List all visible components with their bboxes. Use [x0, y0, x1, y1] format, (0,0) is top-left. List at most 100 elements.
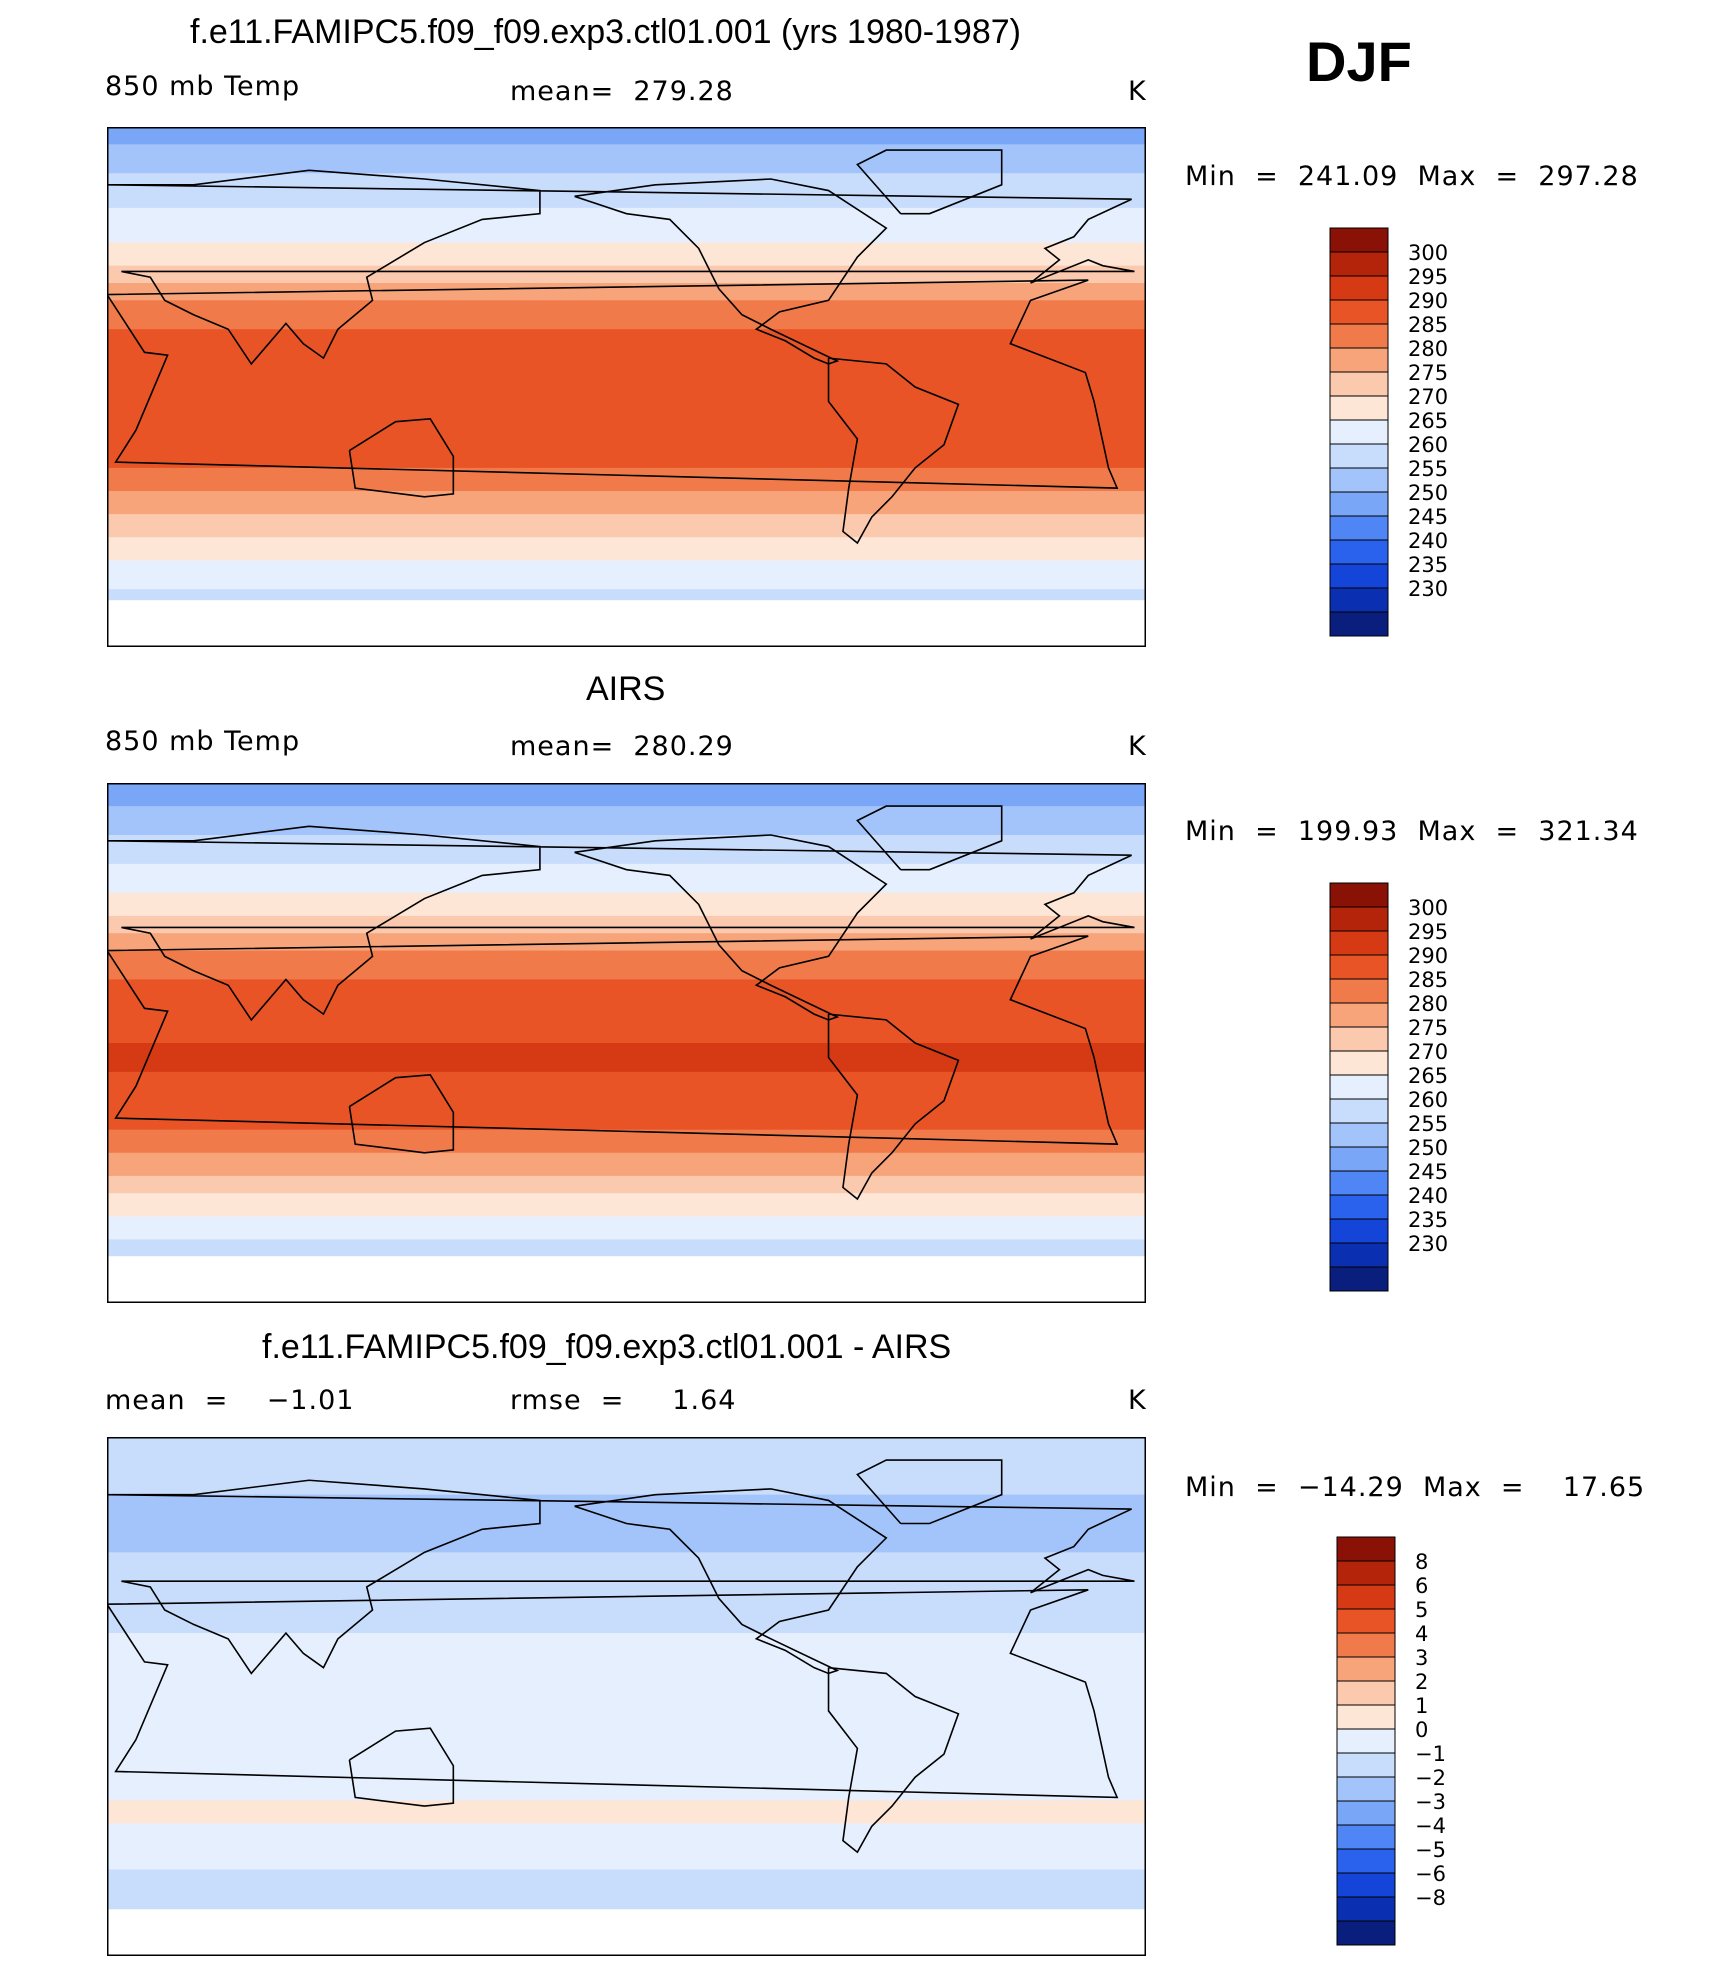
colorbar-box — [1329, 347, 1389, 373]
map-cell-row — [107, 1644, 1146, 1652]
colorbar-box — [1336, 1608, 1396, 1634]
map-cell-row — [107, 991, 1146, 998]
map-cell-row — [107, 1014, 1146, 1021]
colorbar-label: 230 — [1408, 577, 1448, 601]
map-cell-row — [107, 1181, 1146, 1189]
map-cell-row — [107, 1471, 1146, 1479]
map-cell-row — [107, 265, 1146, 273]
panel-2-mean-label: mean= 280.29 — [510, 731, 734, 762]
map-cell-row — [107, 979, 1146, 987]
map-cell-row — [107, 1129, 1146, 1137]
colorbar-label: 285 — [1408, 313, 1448, 337]
map-frame — [107, 127, 1146, 647]
colorbar-label: 4 — [1415, 1622, 1428, 1646]
map-cell-row — [107, 1696, 1146, 1704]
colorbar-label: 1 — [1415, 1694, 1428, 1718]
map-cell-row — [107, 783, 1146, 790]
colorbar-label: 265 — [1408, 1064, 1448, 1088]
season-label: DJF — [1306, 30, 1412, 93]
map-cell-row — [107, 1123, 1146, 1131]
map-cell-row — [107, 1759, 1146, 1767]
colorbar-box — [1336, 1560, 1396, 1586]
colorbar-box — [1329, 954, 1389, 980]
map-cell-row — [107, 1199, 1146, 1206]
map-cell-row — [107, 1019, 1146, 1027]
map-cell-row — [107, 1748, 1146, 1755]
colorbar-label: 5 — [1415, 1598, 1428, 1622]
map-cell-row — [107, 392, 1146, 400]
map-cell-row — [107, 887, 1146, 894]
map-cell-row — [107, 1500, 1146, 1507]
colorbar-label: 240 — [1408, 1184, 1448, 1208]
colorbar-box — [1336, 1920, 1396, 1946]
map-cell-row — [107, 485, 1146, 492]
colorbar-box — [1329, 227, 1389, 253]
map-cell-row — [107, 381, 1146, 388]
colorbar-label: 300 — [1408, 896, 1448, 920]
colorbar-label: 300 — [1408, 241, 1448, 265]
map-cell-row — [107, 190, 1146, 198]
map-cell-row — [107, 794, 1146, 802]
colorbar-label: 3 — [1415, 1646, 1428, 1670]
panel-1-mean-label: mean= 279.28 — [510, 76, 734, 107]
colorbar-box — [1329, 1170, 1389, 1196]
map-cell-row — [107, 1886, 1146, 1894]
colorbar-box — [1329, 906, 1389, 932]
colorbar-box — [1329, 1050, 1389, 1076]
map-cell-row — [107, 1679, 1146, 1686]
map-cell-row — [107, 1794, 1146, 1802]
map-cell-row — [107, 375, 1146, 383]
map-cell-row — [107, 363, 1146, 371]
colorbar-label: 6 — [1415, 1574, 1428, 1598]
panel-3-map — [107, 1437, 1146, 1956]
map-cell-row — [107, 1535, 1146, 1542]
map-cell-row — [107, 462, 1146, 469]
map-cell-row — [107, 335, 1146, 342]
map-cell-row — [107, 554, 1146, 562]
panel-3-rmse-label: rmse = 1.64 — [510, 1385, 737, 1416]
map-cell-row — [107, 127, 1146, 134]
colorbar-box — [1329, 1122, 1389, 1148]
map-cell-row — [107, 1170, 1146, 1177]
map-cell-row — [107, 595, 1146, 602]
colorbar-label: 8 — [1415, 1550, 1428, 1574]
map-cell-row — [107, 1095, 1146, 1102]
map-cell-row — [107, 306, 1146, 313]
map-cell-row — [107, 1586, 1146, 1594]
colorbar-box — [1329, 491, 1389, 517]
map-cell-row — [107, 202, 1146, 209]
colorbar-label: −5 — [1415, 1838, 1446, 1862]
map-cell-row — [107, 196, 1146, 203]
map-cell-row — [107, 1673, 1146, 1680]
map-cell-row — [107, 1089, 1146, 1096]
map-cell-row — [107, 806, 1146, 813]
map-cell-row — [107, 829, 1146, 836]
colorbar-box — [1329, 563, 1389, 589]
map-cell-row — [107, 967, 1146, 975]
colorbar-box — [1336, 1704, 1396, 1730]
map-cell-row — [107, 1540, 1146, 1548]
colorbar-box — [1329, 930, 1389, 956]
coastline — [827, 1666, 960, 1854]
map-cell-row — [107, 410, 1146, 417]
map-cell-row — [107, 213, 1146, 221]
map-cell-row — [107, 1817, 1146, 1825]
map-cell-row — [107, 571, 1146, 579]
map-cell-row — [107, 1742, 1146, 1750]
map-cell-row — [107, 404, 1146, 411]
map-cell-row — [107, 566, 1146, 573]
colorbar-label: −1 — [1415, 1742, 1446, 1766]
colorbar-box — [1329, 1194, 1389, 1220]
map-cell-row — [107, 950, 1146, 958]
map-cell-row — [107, 817, 1146, 825]
panel-2-colorbar: 3002952902852802752702652602552502452402… — [1329, 882, 1448, 1292]
map-cell-row — [107, 219, 1146, 227]
map-cell-row — [107, 1031, 1146, 1039]
map-cell-row — [107, 1840, 1146, 1848]
map-cell-row — [107, 846, 1146, 854]
map-cell-row — [107, 1083, 1146, 1091]
map-cell-row — [107, 1448, 1146, 1456]
map-cell-row — [107, 161, 1146, 169]
map-cell-row — [107, 1881, 1146, 1888]
map-cell-row — [107, 1147, 1146, 1154]
